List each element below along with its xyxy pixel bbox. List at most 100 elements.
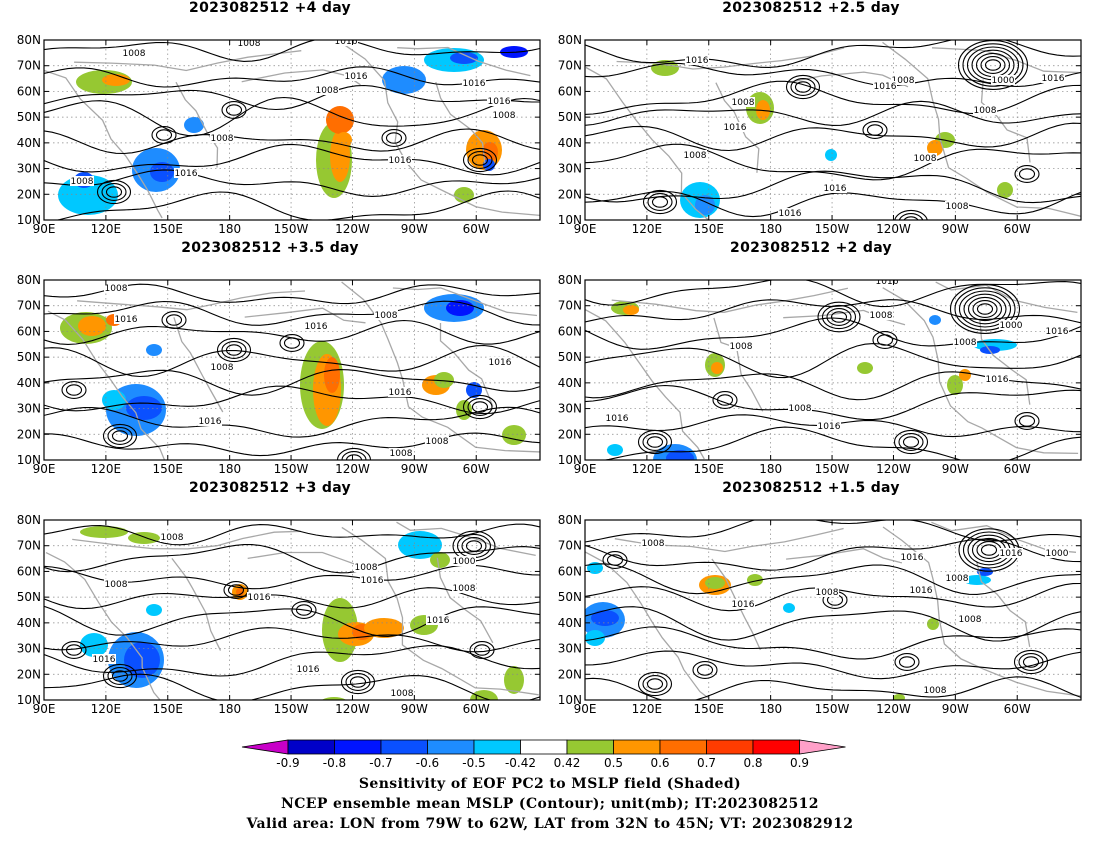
colorbar-swatch [659, 739, 707, 755]
lat-tick-label: 10N [17, 693, 41, 707]
lon-tick-label: 90E [33, 222, 56, 236]
lat-tick-label: 50N [558, 350, 582, 364]
lon-tick-label: 60W [1004, 222, 1031, 236]
sensitivity-shading [857, 362, 873, 374]
lat-tick-label: 10N [558, 213, 582, 227]
lon-tick-label: 150E [153, 462, 184, 476]
contour-label: 1008 [390, 449, 413, 459]
lat-tick-label: 20N [17, 667, 41, 681]
sensitivity-shading [959, 369, 971, 381]
contour-label: 1008 [954, 338, 977, 348]
lat-tick-label: 60N [17, 324, 41, 338]
colorbar-swatch [613, 739, 661, 755]
contour-label: 1008 [105, 284, 128, 294]
lon-tick-label: 90E [574, 222, 597, 236]
contour-label-background [900, 552, 924, 562]
map-frame [584, 519, 1082, 701]
contour-label-background [452, 556, 476, 566]
map-panel-p25: 2023082512 +2.5 day 1016 1008 1016 1008 1016 1… [541, 0, 1082, 236]
lat-tick-label: 70N [17, 59, 41, 73]
sensitivity-shading [450, 52, 478, 64]
lat-tick-label: 80N [558, 273, 582, 287]
colorbar-max-arrow [799, 739, 846, 755]
sensitivity-shading [927, 618, 939, 630]
lon-tick-label: 180 [759, 462, 782, 476]
lon-tick-label: 90E [33, 702, 56, 716]
sensitivity-shading [184, 117, 204, 133]
contour-label: 1008 [211, 134, 234, 144]
sensitivity-shading [997, 182, 1013, 198]
contour-label-background [991, 75, 1015, 85]
lon-tick-label: 60W [1004, 462, 1031, 476]
lon-tick-label: 180 [218, 462, 241, 476]
contour-label: 1016 [818, 422, 841, 432]
contour-label: 1000 [1046, 549, 1069, 559]
contour-label: 1008 [105, 580, 128, 590]
coastlines [585, 281, 1079, 460]
contour-label-background [731, 599, 755, 609]
lat-tick-label: 20N [558, 667, 582, 681]
contour-label-background [425, 436, 449, 446]
lon-tick-label: 90E [574, 702, 597, 716]
lat-tick-label: 10N [558, 453, 582, 467]
lon-tick-label: 90W [401, 702, 428, 716]
sensitivity-shading [929, 315, 941, 325]
sensitivity-shading [128, 532, 160, 544]
contour-label: 1008 [974, 106, 997, 116]
lon-tick-label: 60W [1004, 702, 1031, 716]
contour-label-background [641, 538, 665, 548]
colorbar-tick-label: -0.5 [462, 756, 485, 770]
caption-line-1: Sensitivity of EOF PC2 to MSLP field (Sh… [358, 776, 742, 792]
lat-tick-label: 80N [17, 273, 41, 287]
map-panel-p15: 2023082512 +1.5 day 1008 1016 1008 1016 1000 1… [541, 480, 1082, 716]
map-panel-p2: 2023082512 +2 day 1016 1008 1008 1000 1016 100… [541, 240, 1082, 476]
lon-tick-label: 150E [153, 702, 184, 716]
graticule [44, 280, 540, 460]
contour-label-background [388, 387, 412, 397]
sensitivity-shading [711, 362, 723, 374]
contour-label: 1016 [606, 414, 629, 424]
contour-label-background [999, 320, 1023, 330]
sensitivity-shading [146, 344, 162, 356]
colorbar: -0.9 -0.8 -0.7 -0.6 -0.5 -0.42 0.42 0.5 0.6 0.7 0.… [241, 739, 846, 770]
graticule [585, 280, 1081, 460]
colorbar-swatch [427, 739, 475, 755]
colorbar-min-arrow [241, 739, 289, 755]
lat-tick-label: 70N [558, 59, 582, 73]
contour-label-background [92, 654, 116, 664]
lat-tick-label: 70N [17, 539, 41, 553]
contour-label: 1016 [686, 56, 709, 66]
contour-label-background [210, 362, 234, 372]
panel-title: 2023082512 +3 day [189, 480, 351, 496]
contour-label: 1008 [211, 363, 234, 373]
lat-tick-label: 70N [17, 299, 41, 313]
lat-tick-label: 50N [17, 590, 41, 604]
contour-label: 1000 [453, 557, 476, 567]
contour-label-background [315, 85, 339, 95]
colorbar-swatch [752, 739, 800, 755]
contour-label-background [869, 310, 893, 320]
panel-title: 2023082512 +1.5 day [722, 480, 900, 496]
contour-label: 1016 [297, 665, 320, 675]
caption-line-3: Valid area: LON from 79W to 62W, LAT fro… [246, 816, 854, 832]
sensitivity-shading [146, 604, 162, 616]
contour-label-background [1041, 73, 1065, 83]
contour-label-background [817, 421, 841, 431]
map-frame [584, 279, 1082, 461]
contour-label-background [452, 583, 476, 593]
lat-tick-label: 20N [558, 427, 582, 441]
contour-label-background [823, 183, 847, 193]
sensitivity-shading [80, 633, 108, 657]
contour-label: 1016 [876, 277, 899, 287]
contour-label: 1008 [870, 311, 893, 321]
lon-tick-label: 180 [759, 702, 782, 716]
graticule [585, 520, 1081, 700]
contour-label: 1008 [391, 689, 414, 699]
panel-title: 2023082512 +2.5 day [722, 0, 900, 16]
contour-label-background [873, 81, 897, 91]
colorbar-swatch [334, 739, 382, 755]
lat-tick-label: 10N [17, 213, 41, 227]
contour-label: 1008 [426, 437, 449, 447]
